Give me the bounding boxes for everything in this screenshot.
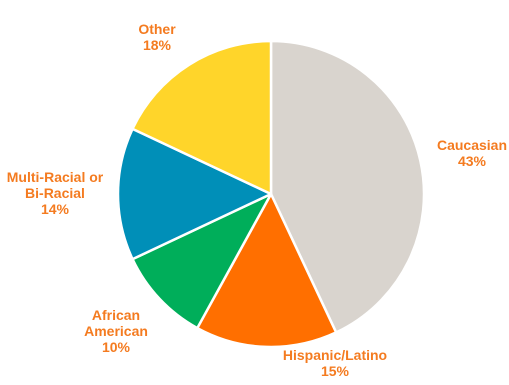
slice-name-2-line-0: African: [92, 307, 140, 323]
pie-slice-4: [131, 39, 273, 196]
slice-value-2: 10%: [102, 339, 131, 355]
pie-slice-1: [196, 192, 338, 349]
slice-name-3-line-0: Multi-Racial or: [7, 169, 104, 185]
slice-label-4: Other 18%: [138, 21, 176, 53]
pie-slice-0: [269, 39, 426, 334]
slice-label-1: Hispanic/Latino 15%: [283, 347, 387, 379]
slice-name-1-line-0: Hispanic/Latino: [283, 347, 387, 363]
pie-slice-2: [131, 192, 273, 330]
slice-label-2: African American 10%: [84, 307, 148, 355]
slice-name-3-line-1: Bi-Racial: [25, 185, 85, 201]
slice-value-3: 14%: [41, 201, 70, 217]
pie-slices: [116, 39, 426, 349]
slice-label-3: Multi-Racial or Bi-Racial 14%: [7, 169, 104, 217]
slice-value-1: 15%: [321, 363, 350, 379]
slice-value-4: 18%: [143, 37, 172, 53]
slice-name-0-line-0: Caucasian: [437, 137, 507, 153]
slice-label-0: Caucasian 43%: [437, 137, 507, 169]
slice-value-0: 43%: [458, 153, 487, 169]
slice-name-2-line-1: American: [84, 323, 148, 339]
slice-name-4-line-0: Other: [138, 21, 176, 37]
pie-labels: Caucasian 43% Hispanic/Latino 15% African Ame…: [7, 21, 507, 379]
pie-slice-3: [116, 127, 273, 261]
